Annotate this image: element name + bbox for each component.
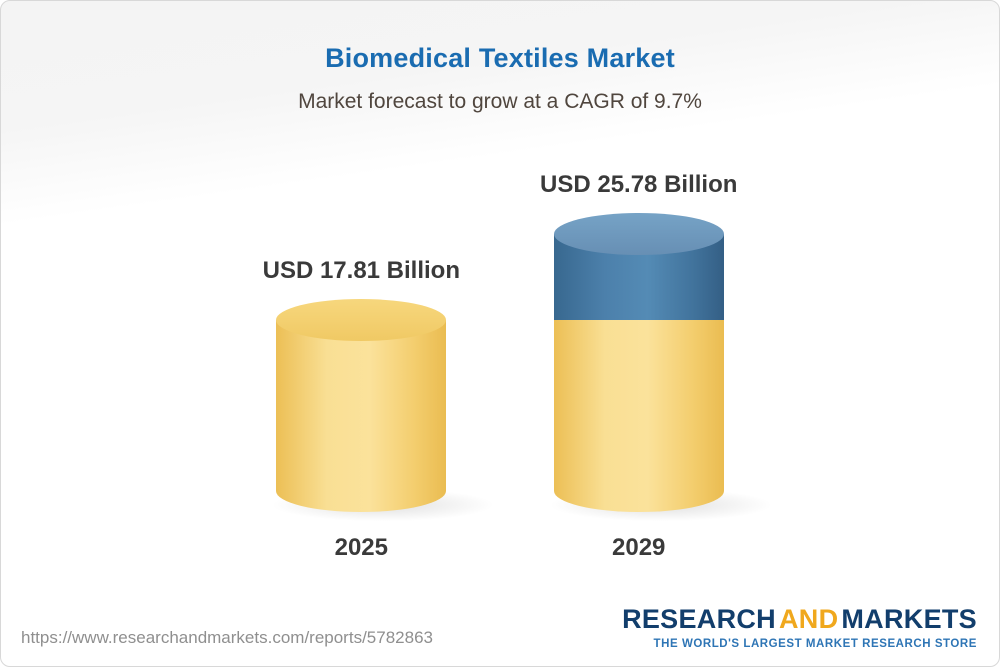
cylinder-2029-top-ellipse bbox=[553, 213, 724, 255]
chart-area: USD 17.81 Billion 2025 USD 25.78 Billion… bbox=[1, 171, 999, 562]
footer: https://www.researchandmarkets.com/repor… bbox=[1, 604, 999, 666]
cylinder-2025-top-ellipse bbox=[276, 299, 447, 341]
page-title: Biomedical Textiles Market bbox=[325, 43, 675, 73]
logo-tagline: THE WORLD'S LARGEST MARKET RESEARCH STOR… bbox=[653, 638, 977, 650]
value-label-2029: USD 25.78 Billion bbox=[540, 171, 738, 198]
chart-header: Biomedical Textiles Market Market foreca… bbox=[1, 1, 999, 114]
cylinder-2025-body bbox=[276, 320, 447, 512]
year-label-2029: 2029 bbox=[612, 534, 666, 561]
logo-word-markets: MARKETS bbox=[841, 604, 977, 634]
bar-column-2025: USD 17.81 Billion 2025 bbox=[262, 257, 499, 562]
logo-word-and: AND bbox=[778, 604, 839, 634]
cylinder-2025 bbox=[268, 299, 499, 522]
report-url: https://www.researchandmarkets.com/repor… bbox=[21, 628, 433, 647]
cylinder-2029-base-segment bbox=[553, 320, 724, 512]
page-subtitle: Market forecast to grow at a CAGR of 9.7… bbox=[298, 90, 702, 113]
value-label-2025: USD 17.81 Billion bbox=[262, 257, 460, 284]
logo-word-research: RESEARCH bbox=[622, 604, 776, 634]
bar-column-2029: USD 25.78 Billion 2029 bbox=[540, 171, 776, 562]
cylinder-2029 bbox=[545, 213, 776, 522]
logo-wordmark: RESEARCH AND MARKETS bbox=[622, 604, 977, 635]
year-label-2025: 2025 bbox=[334, 534, 388, 561]
research-and-markets-logo: RESEARCH AND MARKETS THE WORLD'S LARGEST M… bbox=[622, 604, 977, 650]
